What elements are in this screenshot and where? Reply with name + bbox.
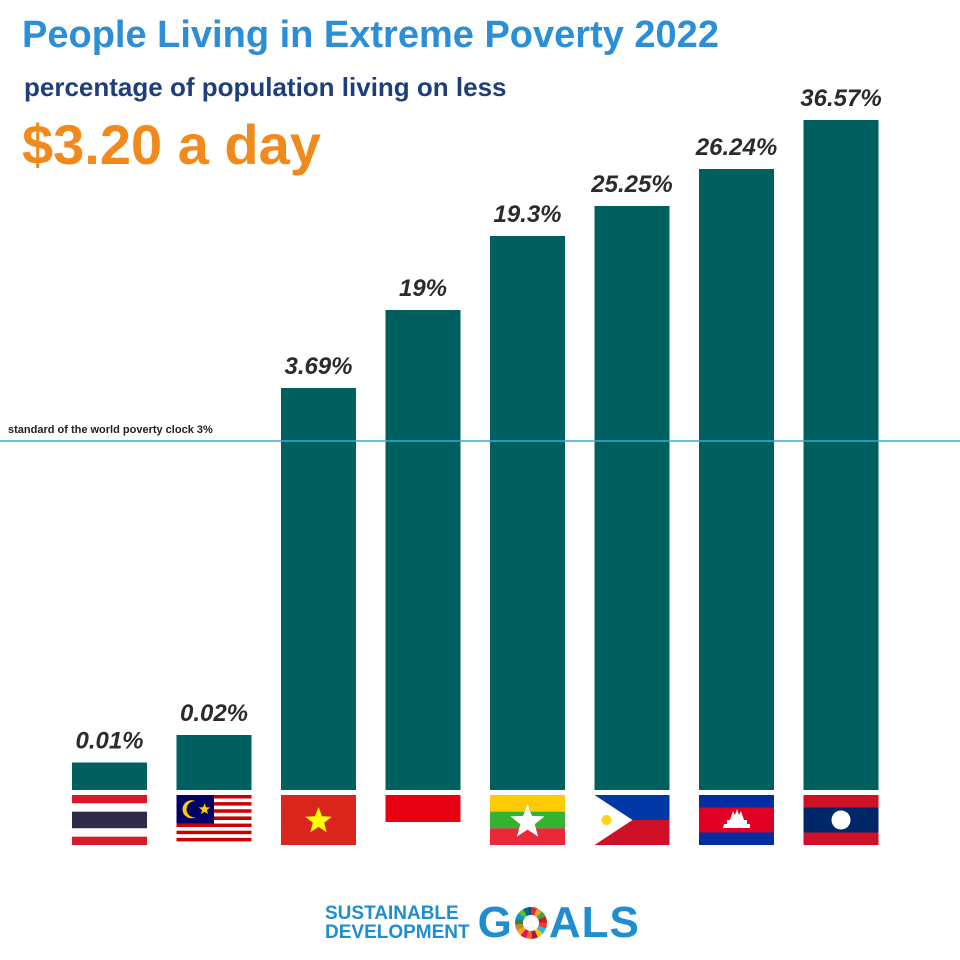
value-label-myanmar: 19.3%: [493, 201, 561, 228]
bar-vietnam: [281, 388, 356, 790]
angkor-wat-icon: [723, 809, 750, 828]
sdg-wheel-icon: [514, 907, 547, 939]
cambodia-flag-icon: [699, 795, 774, 845]
sdg-text: SUSTAINABLE DEVELOPMENT: [325, 903, 470, 943]
bar-philippines: [594, 206, 670, 790]
chart-highlight: $3.20 a day: [22, 113, 321, 176]
myanmar-flag-icon: [490, 795, 565, 845]
bar-thailand: [72, 762, 147, 790]
bar-cambodia: [699, 169, 774, 790]
myanmar-star-icon: [510, 804, 545, 837]
malaysia-star-icon: [198, 803, 211, 815]
chart-title: People Living in Extreme Poverty 2022: [22, 14, 719, 56]
bar-laos: [803, 120, 879, 790]
thailand-flag-icon: [72, 795, 147, 845]
bar-malaysia: [176, 735, 252, 790]
laos-flag-icon: [803, 795, 879, 845]
philippines-flag-icon: [594, 795, 670, 845]
sdg-goals-word: G ALS: [477, 898, 640, 947]
sdg-logo: SUSTAINABLE DEVELOPMENT G ALS: [325, 898, 640, 948]
value-label-thailand: 0.01%: [75, 728, 143, 755]
value-label-malaysia: 0.02%: [180, 700, 248, 727]
value-label-indonesia: 19%: [399, 275, 447, 302]
value-label-vietnam: 3.69%: [284, 353, 352, 380]
value-label-philippines: 25.25%: [590, 171, 672, 198]
malaysia-flag-icon: [176, 795, 252, 845]
vietnam-flag-icon: [281, 795, 356, 845]
reference-line-label: standard of the world poverty clock 3%: [8, 424, 213, 436]
chart-subtitle: percentage of population living on less: [24, 72, 507, 102]
bar-indonesia: [385, 310, 461, 790]
vietnam-star-icon: [305, 807, 332, 833]
value-label-laos: 36.57%: [800, 85, 881, 112]
value-label-cambodia: 26.24%: [695, 134, 777, 161]
indonesia-flag-icon: [385, 795, 461, 822]
bar-myanmar: [490, 236, 565, 790]
